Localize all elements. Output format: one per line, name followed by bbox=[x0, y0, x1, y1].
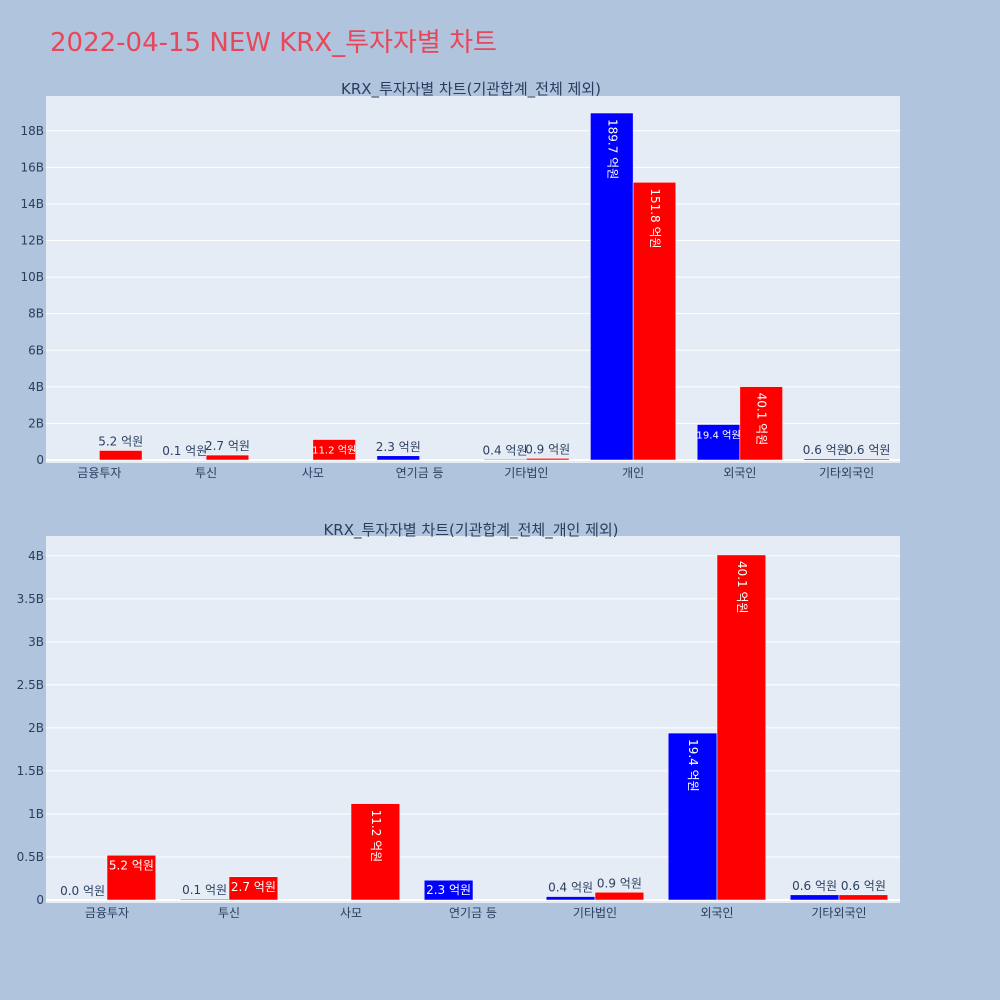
page-title: 2022-04-15 NEW KRX_투자자별 차트 bbox=[50, 28, 497, 58]
data-label: 0.6 억원 bbox=[803, 443, 848, 457]
y-tick-label: 3.5B bbox=[17, 592, 44, 606]
y-tick-label: 0 bbox=[36, 893, 44, 907]
data-label: 0.1 억원 bbox=[182, 883, 227, 897]
x-tick-label: 외국인 bbox=[723, 466, 756, 480]
data-label: 0.6 억원 bbox=[845, 443, 890, 457]
bar bbox=[838, 894, 889, 901]
bar bbox=[228, 876, 279, 901]
y-tick-label: 4B bbox=[28, 549, 44, 563]
data-label: 2.7 억원 bbox=[205, 439, 250, 453]
bar bbox=[545, 896, 596, 901]
x-tick-label: 금융투자 bbox=[85, 906, 129, 920]
data-label: 2.7 억원 bbox=[231, 880, 276, 894]
bar bbox=[696, 424, 741, 461]
data-label: 2.3 억원 bbox=[426, 883, 471, 897]
y-tick-label: 1B bbox=[28, 807, 44, 821]
data-label: 11.2 억원 bbox=[312, 445, 356, 457]
y-tick-label: 0 bbox=[36, 453, 44, 467]
x-tick-label: 사모 bbox=[302, 466, 324, 480]
data-label: 0.0 억원 bbox=[60, 884, 105, 898]
y-tick-label: 6B bbox=[28, 343, 44, 357]
bar bbox=[667, 732, 718, 901]
y-tick-label: 12B bbox=[20, 234, 44, 248]
bar bbox=[803, 458, 847, 461]
bar bbox=[99, 450, 143, 461]
y-tick-label: 3B bbox=[28, 635, 44, 649]
data-label: 2.3 억원 bbox=[376, 440, 421, 454]
data-label: 19.4 억원 bbox=[686, 739, 700, 792]
data-label: 0.6 억원 bbox=[841, 879, 886, 893]
y-tick-label: 10B bbox=[20, 270, 44, 284]
bar bbox=[376, 455, 420, 461]
bar bbox=[716, 554, 767, 901]
y-tick-label: 2B bbox=[28, 416, 44, 430]
x-tick-label: 금융투자 bbox=[77, 466, 121, 480]
bar bbox=[590, 112, 634, 461]
data-label: 40.1 억원 bbox=[735, 561, 749, 614]
data-label: 5.2 억원 bbox=[98, 434, 143, 448]
y-tick-label: 1.5B bbox=[17, 764, 44, 778]
x-tick-label: 사모 bbox=[340, 906, 362, 920]
y-tick-label: 8B bbox=[28, 307, 44, 321]
x-tick-label: 외국인 bbox=[700, 906, 733, 920]
y-tick-label: 2B bbox=[28, 721, 44, 735]
bar bbox=[789, 894, 840, 901]
data-label: 0.9 억원 bbox=[525, 442, 570, 456]
x-tick-label: 기타법인 bbox=[573, 906, 617, 920]
data-label: 0.4 억원 bbox=[548, 881, 593, 895]
x-tick-label: 연기금 등 bbox=[396, 466, 444, 480]
bar bbox=[179, 898, 230, 901]
x-tick-label: 연기금 등 bbox=[449, 906, 497, 920]
chart-bottom: 0 0.5B 1B 1.5B 2B 2.5B 3B 3.5B 4B KRX_투자자별 차트(기관합… bbox=[17, 521, 900, 920]
plot-area bbox=[46, 536, 900, 903]
chart-title: KRX_투자자별 차트(기관합계_전체_개인 제외) bbox=[323, 521, 618, 540]
data-label: 19.4 억원 bbox=[696, 430, 740, 442]
y-tick-label: 18B bbox=[20, 124, 44, 138]
data-label: 189.7 억원 bbox=[605, 119, 619, 179]
bar bbox=[846, 458, 890, 461]
data-label: 0.4 억원 bbox=[483, 443, 528, 457]
x-tick-label: 기타법인 bbox=[504, 466, 548, 480]
data-label: 0.9 억원 bbox=[597, 876, 642, 890]
bar bbox=[423, 879, 474, 901]
x-tick-label: 기타외국인 bbox=[819, 466, 874, 480]
chart-title: KRX_투자자별 차트(기관합계_전체 제외) bbox=[341, 80, 601, 99]
bar bbox=[106, 855, 157, 901]
data-label: 0.1 억원 bbox=[162, 444, 207, 458]
x-tick-label: 투신 bbox=[195, 466, 217, 480]
bar bbox=[526, 458, 570, 461]
x-tick-label: 개인 bbox=[622, 466, 644, 480]
bar bbox=[205, 454, 250, 461]
bar bbox=[594, 892, 645, 901]
bar bbox=[483, 459, 527, 461]
bar bbox=[312, 439, 356, 461]
y-tick-label: 4B bbox=[28, 380, 44, 394]
y-tick-label: 2.5B bbox=[17, 678, 44, 692]
data-label: 11.2 억원 bbox=[369, 810, 383, 863]
bar bbox=[632, 182, 677, 461]
bar bbox=[350, 803, 401, 901]
bar bbox=[739, 386, 783, 461]
y-tick-label: 16B bbox=[20, 160, 44, 174]
chart-top: 0 2B 4B 6B 8B 10B 12B 14B 16B 18B KRX_투자자별 차트(기관합계… bbox=[20, 80, 900, 480]
y-tick-label: 14B bbox=[20, 197, 44, 211]
y-tick-label: 0.5B bbox=[17, 850, 44, 864]
data-label: 40.1 억원 bbox=[755, 393, 769, 446]
x-tick-label: 투신 bbox=[218, 906, 240, 920]
data-label: 151.8 억원 bbox=[648, 188, 662, 248]
data-label: 0.6 억원 bbox=[792, 879, 837, 893]
data-label: 5.2 억원 bbox=[109, 858, 154, 872]
x-tick-label: 기타외국인 bbox=[811, 906, 866, 920]
